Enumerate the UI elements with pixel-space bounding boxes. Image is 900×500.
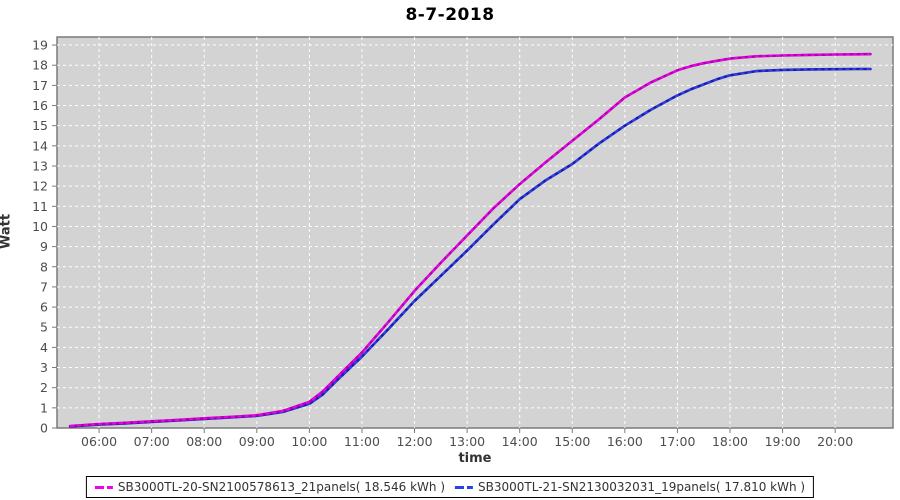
legend-item: SB3000TL-21-SN2130032031_19panels( 17.81…: [455, 480, 805, 494]
x-axis-label: time: [458, 451, 492, 466]
svg-text:17: 17: [32, 78, 48, 93]
svg-text:08:00: 08:00: [186, 434, 222, 449]
legend-line-magenta-icon: [94, 485, 113, 489]
svg-text:2: 2: [40, 380, 48, 395]
legend-item: SB3000TL-20-SN2100578613_21panels( 18.54…: [94, 480, 445, 494]
svg-text:10:00: 10:00: [291, 434, 327, 449]
svg-text:16: 16: [32, 98, 48, 113]
svg-text:3: 3: [40, 360, 48, 375]
svg-text:14:00: 14:00: [502, 434, 538, 449]
svg-text:19:00: 19:00: [765, 434, 801, 449]
svg-text:11:00: 11:00: [344, 434, 380, 449]
svg-text:15: 15: [32, 118, 48, 133]
svg-text:8: 8: [40, 259, 48, 274]
svg-text:7: 7: [40, 279, 48, 294]
svg-text:4: 4: [40, 340, 48, 355]
svg-text:07:00: 07:00: [134, 434, 170, 449]
svg-text:9: 9: [40, 239, 48, 254]
svg-text:6: 6: [40, 300, 48, 315]
svg-text:19: 19: [32, 38, 48, 53]
legend-label: SB3000TL-21-SN2130032031_19panels( 17.81…: [478, 480, 806, 494]
svg-text:1: 1: [40, 400, 48, 415]
svg-text:09:00: 09:00: [239, 434, 275, 449]
svg-text:18:00: 18:00: [712, 434, 748, 449]
svg-text:12:00: 12:00: [397, 434, 433, 449]
svg-text:06:00: 06:00: [81, 434, 117, 449]
svg-text:16:00: 16:00: [607, 434, 643, 449]
svg-text:15:00: 15:00: [554, 434, 590, 449]
svg-text:10: 10: [32, 219, 48, 234]
svg-text:20:00: 20:00: [817, 434, 853, 449]
y-axis-label: Watt: [0, 213, 14, 250]
svg-text:13:00: 13:00: [449, 434, 485, 449]
legend-label: SB3000TL-20-SN2100578613_21panels( 18.54…: [117, 480, 445, 494]
svg-text:12: 12: [32, 179, 48, 194]
svg-text:0: 0: [40, 421, 48, 436]
svg-text:13: 13: [32, 158, 48, 173]
legend-line-blue-icon: [455, 485, 473, 489]
svg-text:18: 18: [32, 58, 48, 73]
svg-text:5: 5: [40, 320, 48, 335]
svg-text:11: 11: [32, 199, 48, 214]
chart-title: 8-7-2018: [405, 5, 495, 25]
svg-text:14: 14: [32, 138, 48, 153]
svg-text:17:00: 17:00: [659, 434, 695, 449]
legend: SB3000TL-20-SN2100578613_21panels( 18.54…: [85, 476, 815, 498]
